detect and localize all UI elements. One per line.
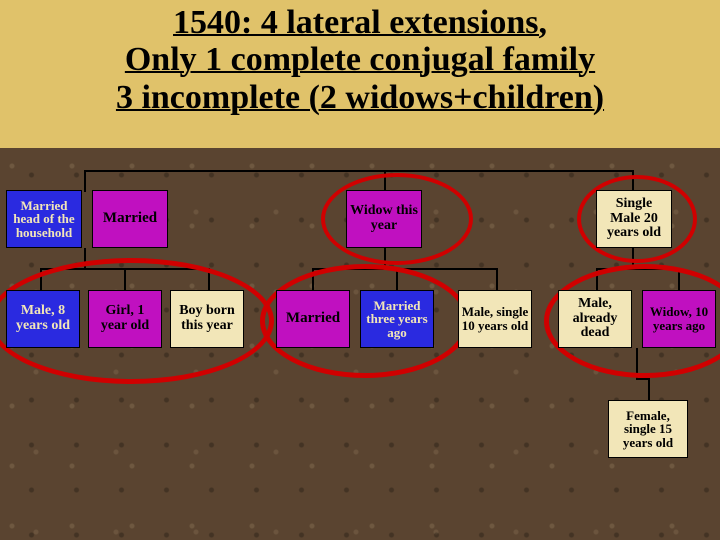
node-label: Single Male 20 years old bbox=[599, 197, 669, 241]
node-boyborn: Boy born this year bbox=[170, 290, 244, 348]
node-married2: Married bbox=[276, 290, 350, 348]
tree-connector bbox=[84, 170, 634, 172]
node-label: Girl, 1 year old bbox=[91, 304, 159, 333]
node-head: Married head of the household bbox=[6, 190, 82, 248]
node-married1: Married bbox=[92, 190, 168, 248]
node-maledead: Male, already dead bbox=[558, 290, 632, 348]
node-label: Married bbox=[103, 211, 157, 227]
node-female15: Female, single 15 years old bbox=[608, 400, 688, 458]
slide-title: 1540: 4 lateral extensions, Only 1 compl… bbox=[0, 0, 720, 116]
node-widow10: Widow, 10 years ago bbox=[642, 290, 716, 348]
tree-connector bbox=[648, 378, 650, 400]
node-male10: Male, single 10 years old bbox=[458, 290, 532, 348]
tree-connector bbox=[496, 268, 498, 290]
node-girl1: Girl, 1 year old bbox=[88, 290, 162, 348]
node-label: Female, single 15 years old bbox=[611, 409, 685, 450]
node-label: Male, single 10 years old bbox=[461, 305, 529, 332]
node-label: Married three years ago bbox=[363, 299, 431, 340]
node-widow1: Widow this year bbox=[346, 190, 422, 248]
tree-connector bbox=[84, 170, 86, 192]
node-label: Widow, 10 years ago bbox=[645, 305, 713, 332]
title-line-3: 3 incomplete (2 widows+children) bbox=[12, 79, 708, 116]
node-married3y: Married three years ago bbox=[360, 290, 434, 348]
node-label: Male, 8 years old bbox=[9, 304, 77, 333]
slide-stage: 1540: 4 lateral extensions, Only 1 compl… bbox=[0, 0, 720, 540]
node-label: Boy born this year bbox=[173, 304, 241, 333]
node-label: Married bbox=[286, 311, 340, 327]
title-line-2: Only 1 complete conjugal family bbox=[12, 41, 708, 78]
node-label: Male, already dead bbox=[561, 297, 629, 341]
title-line-1: 1540: 4 lateral extensions, bbox=[12, 4, 708, 41]
node-label: Widow this year bbox=[349, 204, 419, 233]
node-label: Married head of the household bbox=[9, 199, 79, 240]
node-male8: Male, 8 years old bbox=[6, 290, 80, 348]
node-single20: Single Male 20 years old bbox=[596, 190, 672, 248]
